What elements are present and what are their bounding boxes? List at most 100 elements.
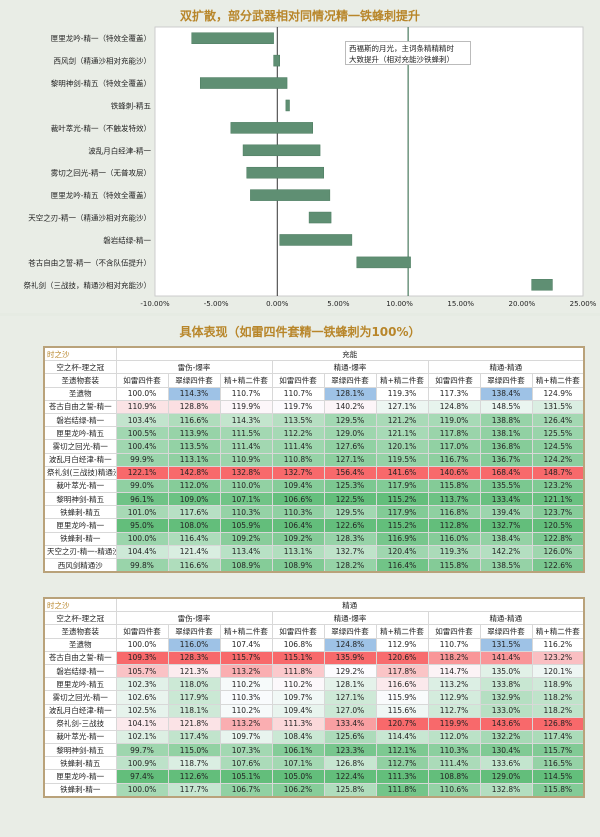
value-cell: 113.4%: [219, 544, 273, 560]
value-cell: 127.1%: [375, 399, 429, 414]
value-cell: 127.0%: [323, 703, 377, 718]
value-cell: 138.4%: [479, 386, 533, 401]
row-label: 天空之刃-精一-精通沙: [43, 544, 117, 560]
value-cell: 118.2%: [427, 650, 481, 665]
value-cell: 120.1%: [531, 663, 585, 679]
value-cell: 118.1%: [167, 703, 221, 718]
table-row: 波乱月白经津-精一 102.5% 118.1% 110.2% 109.4% 127.0% 1…: [43, 703, 585, 718]
value-cell: 105.0%: [271, 769, 325, 784]
value-cell: 116.5%: [531, 756, 585, 771]
value-cell: 132.7%: [271, 465, 325, 480]
value-cell: 136.8%: [479, 439, 533, 454]
value-cell: 119.3%: [427, 544, 481, 560]
value-cell: 136.7%: [479, 452, 533, 467]
value-cell: 141.6%: [375, 465, 429, 480]
value-cell: 106.7%: [219, 782, 273, 798]
value-cell: 113.9%: [167, 426, 221, 441]
value-cell: 109.4%: [271, 703, 325, 718]
table-row: 裁叶萃光-精一 99.0% 112.0% 110.0% 109.4% 125.3% 117.…: [43, 478, 585, 494]
value-cell: 113.2%: [427, 677, 481, 692]
row-label: 裁叶萃光-精一: [43, 478, 117, 494]
chart-panel: 双扩散，部分武器相对同情况精一铁蜂刺提升 匣里龙吟-精一（特效全覆盖） 西风剑（精…: [0, 0, 600, 313]
subcol-header-2: 精+精二件套: [219, 373, 273, 388]
value-cell: 121.1%: [375, 426, 429, 441]
value-cell: 110.2%: [219, 703, 273, 718]
row-label: 圣遗物: [43, 386, 117, 401]
value-cell: 116.8%: [427, 505, 481, 520]
row-label: 黎明神剑-精五: [43, 743, 117, 758]
value-cell: 132.7%: [323, 544, 377, 560]
value-cell: 117.3%: [427, 386, 481, 401]
row-label: 黎明神剑-精五: [43, 492, 117, 507]
row-label: 裁叶萃光-精一: [43, 729, 117, 745]
table-row: 圣遗物 100.0% 114.3% 110.7% 110.7% 128.1% 119.3% 1…: [43, 386, 585, 401]
value-cell: 132.9%: [479, 690, 533, 705]
value-cell: 130.4%: [479, 743, 533, 758]
value-cell: 123.2%: [531, 478, 585, 494]
x-tick-label-5: 15.00%: [447, 300, 474, 308]
row-label: 苍古自由之誓-精一: [43, 650, 117, 665]
value-cell: 114.7%: [427, 663, 481, 679]
value-cell: 100.0%: [115, 637, 169, 652]
category-label-7: 匣里龙吟-精五（特效全覆盖）: [51, 190, 151, 200]
value-cell: 140.2%: [323, 399, 377, 414]
row-label: 西风剑精通沙: [43, 558, 117, 573]
value-cell: 128.2%: [323, 558, 377, 573]
value-cell: 111.8%: [271, 663, 325, 679]
bar-5: [242, 144, 321, 157]
value-cell: 123.3%: [323, 743, 377, 758]
sand-type-label: 充能: [115, 346, 585, 362]
x-tick-label-7: 25.00%: [570, 300, 597, 308]
value-cell: 156.4%: [323, 465, 377, 480]
value-cell: 110.7%: [219, 386, 273, 401]
category-label-9: 磐岩结绿-精一: [103, 235, 151, 245]
value-cell: 123.7%: [531, 505, 585, 520]
value-cell: 112.0%: [167, 478, 221, 494]
subcol-header-3: 如雷四件套: [271, 373, 325, 388]
table-row: 黎明神剑-精五 96.1% 109.0% 107.1% 106.6% 122.5% 115.…: [43, 492, 585, 507]
table-row: 雾切之回光-精一 100.4% 113.5% 111.4% 111.4% 127.6% 12…: [43, 439, 585, 454]
value-cell: 125.5%: [531, 426, 585, 441]
bar-8: [308, 211, 332, 224]
sand-label: 时之沙: [43, 346, 117, 362]
value-cell: 133.0%: [479, 703, 533, 718]
value-cell: 135.5%: [479, 478, 533, 494]
value-cell: 117.9%: [375, 505, 429, 520]
row-label: 匣里龙吟-精五: [43, 677, 117, 692]
value-cell: 100.0%: [115, 386, 169, 401]
value-cell: 114.3%: [219, 412, 273, 428]
value-cell: 113.1%: [271, 544, 325, 560]
value-cell: 112.7%: [375, 756, 429, 771]
value-cell: 115.6%: [375, 703, 429, 718]
x-tick-label-1: -5.00%: [204, 300, 229, 308]
value-cell: 127.6%: [323, 439, 377, 454]
value-cell: 125.8%: [323, 782, 377, 798]
value-cell: 102.3%: [115, 677, 169, 692]
value-cell: 143.6%: [479, 716, 533, 731]
value-cell: 121.1%: [531, 492, 585, 507]
value-cell: 120.7%: [375, 716, 429, 731]
value-cell: 148.7%: [531, 465, 585, 480]
table-row: 铁蜂刺-精五 101.0% 117.6% 110.3% 110.3% 129.5% 117.…: [43, 505, 585, 520]
value-cell: 115.0%: [167, 743, 221, 758]
value-cell: 129.5%: [323, 505, 377, 520]
value-cell: 117.7%: [167, 782, 221, 798]
value-cell: 121.2%: [375, 412, 429, 428]
row-label: 波乱月白经津-精一: [43, 703, 117, 718]
value-cell: 125.3%: [323, 478, 377, 494]
value-cell: 110.9%: [219, 452, 273, 467]
value-cell: 109.7%: [219, 729, 273, 745]
value-cell: 110.8%: [271, 452, 325, 467]
value-cell: 110.7%: [427, 637, 481, 652]
value-cell: 115.2%: [375, 518, 429, 533]
value-cell: 116.4%: [167, 531, 221, 546]
subcol-header-1: 翠绿四件套: [167, 624, 221, 639]
tables-title: 具体表现（如雷四件套精一铁蜂刺为100%）: [179, 325, 421, 339]
value-cell: 105.7%: [115, 663, 169, 679]
value-cell: 109.2%: [271, 531, 325, 546]
bar-chart: 匣里龙吟-精一（特效全覆盖） 西风剑（精通沙相对充能沙） 黎明神剑-精五（特效全覆盖…: [24, 26, 597, 308]
value-cell: 138.1%: [479, 426, 533, 441]
value-cell: 133.4%: [479, 492, 533, 507]
value-cell: 109.0%: [167, 492, 221, 507]
value-cell: 122.6%: [531, 558, 585, 573]
